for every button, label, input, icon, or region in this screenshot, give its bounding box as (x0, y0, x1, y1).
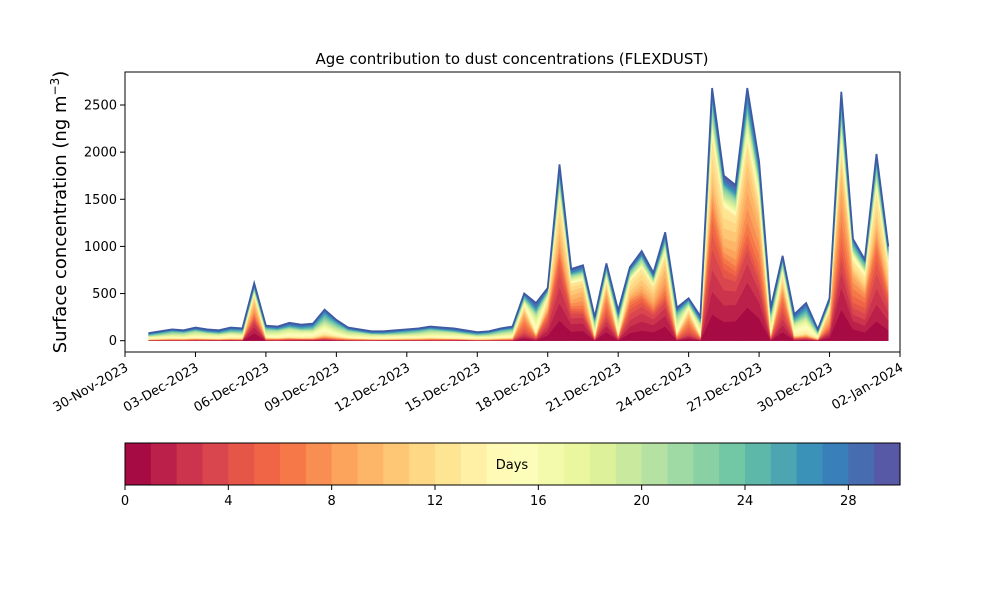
colorbar-frame (124, 442, 901, 486)
y-axis-label: Surface concentration (ng m−3) (48, 71, 71, 354)
colorbar-tick-label: 28 (840, 494, 857, 509)
colorbar-bin (822, 443, 849, 485)
x-tick-label: 02-Jan-2024 (829, 360, 906, 413)
x-tick-label: 21-Dec-2023 (544, 360, 624, 415)
colorbar-bin (331, 443, 359, 485)
colorbar-bin (460, 443, 488, 485)
colorbar-bin (796, 443, 824, 485)
x-tick-label: 27-Dec-2023 (685, 360, 765, 415)
colorbar-tick-label: 8 (328, 494, 336, 509)
colorbar-tick-label: 16 (530, 494, 547, 509)
x-axis-ticks: 30-Nov-202303-Dec-202306-Dec-202309-Dec-… (51, 352, 906, 416)
colorbar-bin (202, 443, 229, 485)
colorbar-bin (305, 443, 333, 485)
colorbar-bin (874, 443, 901, 485)
y-tick-label: 1000 (84, 240, 117, 255)
colorbar-bin (590, 443, 617, 485)
colorbar-bin (848, 443, 875, 485)
colorbar-tick-label: 0 (121, 494, 129, 509)
colorbar-bin (512, 443, 539, 485)
x-tick-label: 06-Dec-2023 (192, 360, 272, 415)
stacked-age-areas (148, 87, 890, 341)
colorbar-ticks: 0 4 8 12 16 20 24 28 (121, 485, 857, 509)
x-tick-label: 30-Dec-2023 (755, 360, 835, 415)
colorbar-tick-label: 4 (224, 494, 232, 509)
colorbar-tick-label: 12 (427, 494, 444, 509)
y-tick-label: 2000 (84, 146, 117, 161)
y-tick-label: 0 (109, 334, 117, 349)
colorbar-bin (435, 443, 462, 485)
colorbar-bin (745, 443, 772, 485)
x-tick-label: 03-Dec-2023 (121, 360, 201, 415)
colorbar-bin (564, 443, 591, 485)
x-tick-label: 15-Dec-2023 (403, 360, 483, 415)
colorbar-bin (150, 443, 178, 485)
colorbar-bin (409, 443, 436, 485)
colorbar-bin (125, 443, 152, 485)
chart-title: Age contribution to dust concentrations … (316, 50, 709, 68)
colorbar-bin (641, 443, 669, 485)
colorbar-bin (176, 443, 204, 485)
colorbar-bin (770, 443, 798, 485)
y-tick-label: 2500 (84, 98, 117, 113)
colorbar-bin (280, 443, 307, 485)
y-tick-label: 1500 (84, 193, 117, 208)
x-tick-label: 18-Dec-2023 (473, 360, 553, 415)
plot-frame (124, 71, 901, 353)
total-concentration-line (148, 87, 890, 334)
colorbar-bin (383, 443, 410, 485)
colorbar-bin (719, 443, 746, 485)
colorbar-bin (357, 443, 384, 485)
colorbar-bin (538, 443, 565, 485)
x-tick-label: 12-Dec-2023 (332, 360, 412, 415)
x-tick-label: 24-Dec-2023 (614, 360, 694, 415)
colorbar-bin (667, 443, 694, 485)
y-axis-ticks: 0 500 1000 1500 2000 2500 (84, 98, 125, 349)
colorbar-bin (228, 443, 255, 485)
colorbar-bin (615, 443, 643, 485)
colorbar-bin (254, 443, 281, 485)
colorbar-tick-label: 20 (633, 494, 650, 509)
days-colorbar (125, 443, 901, 485)
colorbar-bin (693, 443, 720, 485)
y-tick-label: 500 (92, 287, 117, 302)
colorbar-tick-label: 24 (737, 494, 754, 509)
colorbar-label: Days (496, 458, 529, 473)
x-tick-label: 30-Nov-2023 (51, 360, 131, 415)
x-tick-label: 09-Dec-2023 (262, 360, 342, 415)
colorbar-bin (486, 443, 514, 485)
